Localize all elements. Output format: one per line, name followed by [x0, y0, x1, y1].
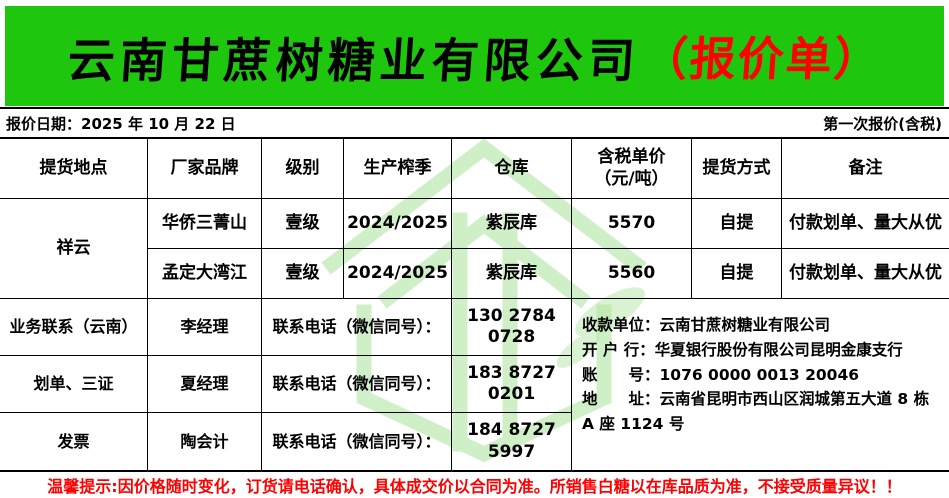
bank-account-line: 账 号：1076 0000 0013 20046 — [582, 365, 860, 384]
season-cell: 2024/2025 — [344, 199, 452, 249]
company-title: 云南甘蔗树糖业有限公司 — [65, 33, 642, 89]
contact-role-cell: 划单、三证 — [0, 356, 148, 413]
date-row: 报价日期：2025 年 10 月 22 日 第一次报价(含税) — [0, 107, 949, 137]
pickup-cell: 自提 — [692, 199, 782, 249]
col-header-location: 提货地点 — [0, 139, 148, 199]
col-header-pickup: 提货方式 — [692, 139, 782, 199]
title-banner: 云南甘蔗树糖业有限公司 （报价单） — [5, 6, 944, 106]
notice-banner: 温馨提示:因价格随时变化，订货请电话确认，具体成交价以合同为准。所销售白糖以在库… — [47, 477, 902, 496]
quote-date: 报价日期：2025 年 10 月 22 日 — [6, 114, 236, 133]
quotation-body: 报价日期：2025 年 10 月 22 日 第一次报价(含税) 提货地点 厂家品… — [0, 107, 949, 498]
grade-cell: 壹级 — [262, 199, 344, 249]
phone-label-cell: 联系电话（微信同号）： — [262, 356, 452, 413]
bank-name-line: 开 户 行：华夏银行股份有限公司昆明金康支行 — [582, 340, 903, 359]
col-header-note: 备注 — [782, 139, 949, 199]
price-cell: 5570 — [572, 199, 692, 249]
phone-number-cell: 130 2784 0728 — [452, 299, 572, 356]
bank-address-line: 地 址：云南省昆明市西山区润城第五大道 8 栋 A 座 1124 号 — [582, 390, 935, 434]
col-header-price: 含税单价 （元/吨） — [572, 139, 692, 199]
contact-name-cell: 李经理 — [148, 299, 262, 356]
col-header-warehouse: 仓库 — [452, 139, 572, 199]
location-cell: 祥云 — [0, 199, 148, 299]
warehouse-cell: 紫辰库 — [452, 199, 572, 249]
brand-cell: 华侨三菁山 — [148, 199, 262, 249]
grade-cell: 壹级 — [262, 249, 344, 299]
contact-role-cell: 业务联系（云南） — [0, 299, 148, 356]
phone-number-cell: 184 8727 5997 — [452, 413, 572, 470]
contact-name-cell: 陶会计 — [148, 413, 262, 470]
price-cell: 5560 — [572, 249, 692, 299]
pickup-cell: 自提 — [692, 249, 782, 299]
revision-label: 第一次报价(含税) — [823, 114, 942, 133]
warehouse-cell: 紫辰库 — [452, 249, 572, 299]
contact-name-cell: 夏经理 — [148, 356, 262, 413]
phone-number-cell: 183 8727 0201 — [452, 356, 572, 413]
note-cell: 付款划单、量大从优 — [782, 249, 949, 299]
bank-info-block: 收款单位：云南甘蔗树糖业有限公司 开 户 行：华夏银行股份有限公司昆明金康支行 … — [572, 299, 949, 470]
bank-payee-line: 收款单位：云南甘蔗树糖业有限公司 — [582, 316, 831, 334]
note-cell: 付款划单、量大从优 — [782, 199, 949, 249]
quote-table: 提货地点 厂家品牌 级别 生产榨季 仓库 含税单价 （元/吨） 提货方式 备注 … — [0, 137, 949, 472]
contact-role-cell: 发票 — [0, 413, 148, 470]
col-header-season: 生产榨季 — [344, 139, 452, 199]
season-cell: 2024/2025 — [344, 249, 452, 299]
phone-label-cell: 联系电话（微信同号）： — [262, 413, 452, 470]
col-header-brand: 厂家品牌 — [148, 139, 262, 199]
col-header-grade: 级别 — [262, 139, 344, 199]
phone-label-cell: 联系电话（微信同号）： — [262, 299, 452, 356]
doc-type-label: （报价单） — [639, 32, 884, 86]
brand-cell: 孟定大湾江 — [148, 249, 262, 299]
